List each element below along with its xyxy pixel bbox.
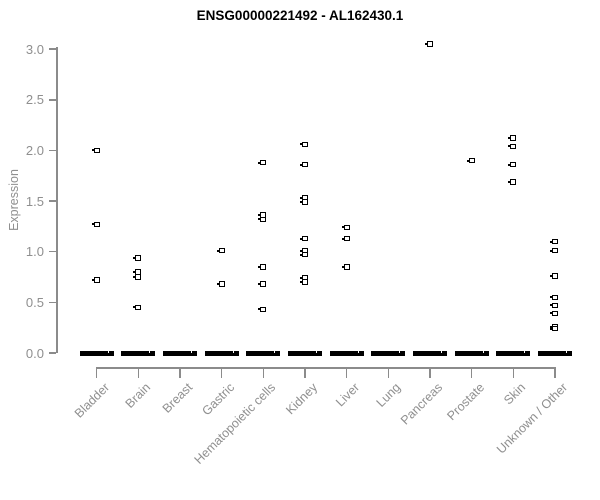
x-axis-tick [554, 368, 556, 378]
x-axis-tick [512, 368, 515, 378]
data-point [258, 281, 267, 287]
x-axis-tick [387, 368, 390, 378]
y-tick-label: 2.0 [25, 142, 44, 158]
y-tick-label: 0.0 [25, 345, 44, 361]
zero-cluster-bar [454, 350, 489, 356]
x-axis-tick [470, 368, 473, 378]
y-tick-label: 1.0 [25, 244, 44, 260]
data-point [549, 310, 558, 317]
y-axis-tick [49, 301, 56, 304]
data-point [341, 224, 350, 231]
y-axis-tick [49, 149, 56, 152]
data-point [549, 294, 558, 301]
x-axis-tick [137, 368, 140, 378]
data-point [341, 264, 350, 270]
x-axis-tick [220, 368, 223, 378]
x-axis-tick [262, 368, 265, 378]
x-axis-tick [345, 368, 348, 378]
data-point [91, 277, 100, 283]
data-point [258, 159, 267, 166]
data-point [508, 161, 517, 168]
y-tick-label: 2.5 [25, 92, 44, 108]
data-point [424, 41, 433, 47]
data-point [91, 147, 100, 154]
data-point [549, 302, 558, 309]
chart-title: ENSG00000221492 - AL162430.1 [196, 8, 404, 23]
y-axis-tick [49, 48, 56, 50]
x-axis-tick [304, 368, 306, 378]
data-point [258, 306, 267, 313]
x-axis-tick [95, 368, 98, 378]
data-point [300, 161, 308, 168]
zero-cluster-bar [204, 350, 239, 356]
data-point [133, 255, 142, 261]
zero-cluster-bar [329, 350, 364, 356]
data-point [549, 238, 558, 245]
data-point [508, 179, 517, 185]
x-axis-tick [429, 368, 431, 378]
zero-cluster-bar [371, 350, 406, 356]
y-axis-tick [49, 99, 56, 101]
y-axis-line [56, 47, 58, 353]
data-point [133, 269, 142, 275]
data-point [300, 141, 308, 148]
data-point [300, 279, 308, 285]
y-axis-tick [49, 200, 56, 202]
data-point [549, 247, 558, 254]
data-point [216, 247, 225, 254]
zero-cluster-bar [537, 350, 572, 356]
zero-cluster-bar [246, 350, 281, 356]
data-point [300, 235, 308, 242]
data-point [258, 216, 267, 223]
y-axis-tick [49, 250, 56, 253]
zero-cluster-bar [288, 350, 322, 356]
zero-cluster-bar [163, 350, 198, 356]
zero-cluster-bar [496, 350, 531, 356]
zero-cluster-bar [412, 350, 447, 356]
y-tick-label: 3.0 [25, 41, 44, 57]
data-point [549, 325, 558, 332]
data-point [508, 143, 517, 150]
data-point [258, 264, 267, 270]
zero-cluster-bar [79, 350, 114, 356]
data-point [133, 274, 142, 280]
data-point [216, 281, 225, 287]
data-point [466, 157, 475, 164]
y-axis-tick [49, 352, 56, 354]
y-tick-label: 1.5 [25, 193, 44, 209]
zero-cluster-bar [121, 350, 156, 356]
data-point [133, 304, 142, 311]
data-point [549, 273, 558, 279]
data-point [300, 199, 308, 205]
data-point [341, 235, 350, 242]
data-point [300, 251, 308, 258]
data-point [91, 221, 100, 228]
data-point [508, 135, 517, 141]
x-axis-line [95, 367, 556, 369]
y-tick-label: 0.5 [25, 294, 44, 310]
x-axis-tick [179, 368, 181, 378]
